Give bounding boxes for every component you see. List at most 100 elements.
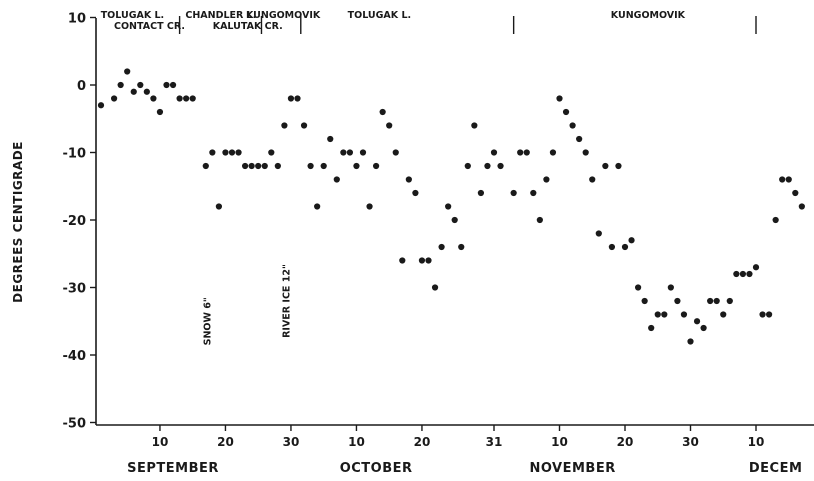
data-point xyxy=(228,149,236,156)
x-tick-label: 20 xyxy=(414,435,431,449)
data-point xyxy=(163,81,170,89)
x-tick-label: 30 xyxy=(682,435,699,449)
data-point xyxy=(255,162,262,170)
location-label: CHANDLER L. xyxy=(185,10,256,21)
x-tick-label: 20 xyxy=(217,435,234,449)
y-tick-label: 0 xyxy=(77,79,86,94)
data-point xyxy=(582,149,589,156)
x-tick-label: 30 xyxy=(283,435,300,449)
data-point xyxy=(124,68,131,75)
data-point xyxy=(373,162,380,170)
month-label: DECEM xyxy=(749,461,803,476)
data-point xyxy=(680,311,688,318)
data-point xyxy=(392,149,399,156)
x-tick-label: 10 xyxy=(348,435,365,449)
y-tick-label: -50 xyxy=(63,417,87,432)
data-point xyxy=(458,243,465,251)
data-point xyxy=(713,297,720,305)
data-point xyxy=(523,149,530,156)
data-point xyxy=(707,297,714,305)
data-point xyxy=(759,311,766,318)
x-tick-label: 31 xyxy=(486,435,503,449)
data-point xyxy=(287,95,295,102)
location-markers xyxy=(178,16,757,34)
data-point xyxy=(143,88,150,95)
y-ticks: 10 0 -10 -20 -30 -40 -50 xyxy=(63,12,96,432)
data-point xyxy=(471,122,478,129)
data-point xyxy=(202,162,209,170)
data-point xyxy=(294,95,301,102)
data-point xyxy=(785,176,792,183)
data-points xyxy=(97,68,805,345)
data-point xyxy=(700,324,707,332)
data-point xyxy=(176,95,183,102)
data-point xyxy=(130,88,137,95)
data-point xyxy=(340,149,347,156)
data-point xyxy=(792,189,799,197)
data-point xyxy=(248,162,255,170)
data-point xyxy=(595,230,602,237)
x-ticks: 10 20 30 10 20 31 10 20 30 10 xyxy=(152,425,765,449)
data-point xyxy=(693,318,701,325)
data-point xyxy=(222,149,229,156)
data-point xyxy=(746,270,753,278)
data-point xyxy=(333,176,340,183)
data-point xyxy=(320,162,327,170)
data-point xyxy=(412,189,419,197)
y-tick-label: -40 xyxy=(63,349,87,364)
data-point xyxy=(379,108,386,116)
data-point xyxy=(621,243,629,251)
data-point xyxy=(209,149,216,156)
x-tick-label: 20 xyxy=(617,435,634,449)
data-point xyxy=(661,311,668,318)
data-point xyxy=(602,162,609,170)
y-axis-label: DEGREES CENTIGRADE xyxy=(11,141,25,303)
data-point xyxy=(169,81,177,89)
month-label: SEPTEMBER xyxy=(127,461,219,476)
data-point xyxy=(431,284,439,291)
data-point xyxy=(562,108,570,116)
data-point xyxy=(635,284,642,291)
data-point xyxy=(667,284,674,291)
data-point xyxy=(281,122,288,129)
data-point xyxy=(739,270,747,278)
data-point xyxy=(772,216,779,224)
data-point xyxy=(359,149,367,156)
data-point xyxy=(137,81,144,89)
data-point xyxy=(327,135,334,143)
x-tick-label: 10 xyxy=(748,435,765,449)
data-point xyxy=(156,108,164,116)
data-point xyxy=(386,122,393,129)
data-point xyxy=(798,203,805,210)
data-point xyxy=(569,122,576,129)
data-point xyxy=(779,176,786,183)
data-point xyxy=(189,95,196,102)
data-point xyxy=(425,257,432,264)
data-point xyxy=(648,324,655,332)
data-point xyxy=(111,95,118,102)
data-point xyxy=(438,243,445,251)
y-tick-label: -30 xyxy=(63,282,87,297)
data-point xyxy=(490,149,498,156)
data-point xyxy=(451,216,458,224)
data-point xyxy=(752,264,760,271)
data-point xyxy=(556,95,563,102)
data-point xyxy=(484,162,491,170)
y-tick-label: 10 xyxy=(68,12,86,27)
data-point xyxy=(150,95,157,102)
data-point xyxy=(464,162,471,170)
data-point xyxy=(674,297,681,305)
data-point xyxy=(530,189,537,197)
x-tick-label: 10 xyxy=(551,435,568,449)
data-point xyxy=(497,162,504,170)
data-point xyxy=(628,237,635,244)
data-point xyxy=(307,162,314,170)
data-point xyxy=(399,257,406,264)
data-point xyxy=(242,162,249,170)
data-point xyxy=(477,189,484,197)
location-label: KALUTAK CR. xyxy=(213,21,283,32)
month-label: OCTOBER xyxy=(340,461,413,476)
data-point xyxy=(687,338,694,345)
